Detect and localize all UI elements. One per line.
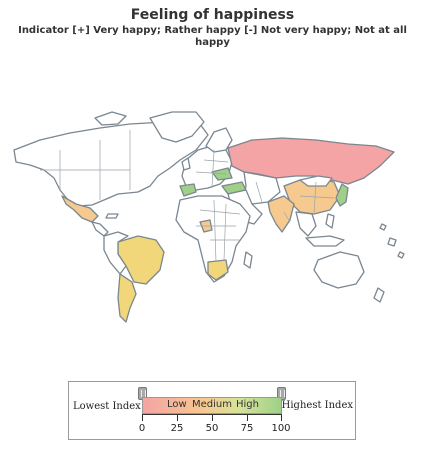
region-mongolia[interactable] (299, 175, 333, 187)
legend-medium-label: Medium (192, 399, 232, 410)
map-title: Feeling of happiness (130, 7, 295, 23)
region-uk[interactable] (181, 157, 191, 171)
legend-highest-label: Highest Index (281, 400, 353, 411)
region-pacific-islands[interactable] (379, 223, 405, 259)
region-central-asia[interactable] (243, 171, 281, 205)
region-north-america[interactable] (13, 121, 209, 207)
region-new-zealand[interactable] (373, 287, 385, 303)
map-subtitle: Indicator [+] Very happy; Rather happy [… (18, 25, 407, 48)
region-arctic-islands[interactable] (94, 111, 127, 126)
region-central-america[interactable] (91, 221, 109, 237)
axis-tick (142, 415, 143, 421)
axis-tick-label: 0 (138, 423, 146, 434)
legend-gradient-bar (142, 397, 282, 414)
axis-tick-label: 25 (170, 423, 184, 434)
region-india[interactable] (267, 195, 295, 233)
region-japan[interactable] (335, 183, 349, 207)
region-andes[interactable] (103, 231, 129, 275)
region-spain[interactable] (179, 183, 197, 197)
axis-tick-label: 75 (240, 423, 254, 434)
axis-tick (212, 415, 213, 421)
region-south-africa[interactable] (207, 259, 229, 281)
region-argentina[interactable] (117, 273, 137, 323)
region-madagascar[interactable] (243, 251, 253, 269)
color-legend: Lowest Index Low Medium High Highest Ind… (68, 381, 356, 440)
region-greenland[interactable] (149, 111, 205, 143)
axis-tick (247, 415, 248, 421)
legend-high-label: High (236, 399, 259, 410)
legend-lowest-label: Lowest Index (73, 401, 141, 412)
region-philippines[interactable] (325, 213, 335, 229)
axis-tick-label: 100 (271, 423, 291, 434)
region-australia[interactable] (313, 251, 365, 289)
region-indonesia[interactable] (305, 235, 345, 247)
axis-tick-label: 50 (205, 423, 219, 434)
legend-low-label: Low (167, 399, 187, 410)
country-borders (40, 130, 335, 263)
legend-axis (142, 414, 282, 425)
region-caribbean[interactable] (105, 213, 119, 219)
region-southeast-asia[interactable] (295, 211, 317, 237)
axis-tick (281, 415, 282, 421)
axis-tick (177, 415, 178, 421)
